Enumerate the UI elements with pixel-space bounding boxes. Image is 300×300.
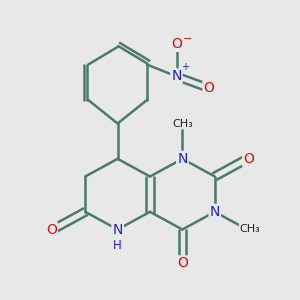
Text: O: O xyxy=(243,152,254,166)
Text: −: − xyxy=(183,34,192,44)
Text: N: N xyxy=(171,69,182,83)
Text: N: N xyxy=(210,205,220,219)
Text: N: N xyxy=(177,152,188,166)
Text: CH₃: CH₃ xyxy=(172,118,193,128)
Text: N: N xyxy=(112,223,123,236)
Text: O: O xyxy=(171,37,182,51)
Text: CH₃: CH₃ xyxy=(240,224,260,235)
Text: O: O xyxy=(177,256,188,270)
Text: O: O xyxy=(203,81,214,95)
Text: O: O xyxy=(46,223,57,236)
Text: +: + xyxy=(181,62,189,72)
Text: H: H xyxy=(113,239,122,252)
